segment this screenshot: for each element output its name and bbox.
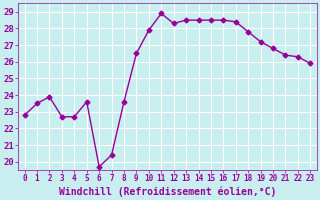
X-axis label: Windchill (Refroidissement éolien,°C): Windchill (Refroidissement éolien,°C) (59, 186, 276, 197)
